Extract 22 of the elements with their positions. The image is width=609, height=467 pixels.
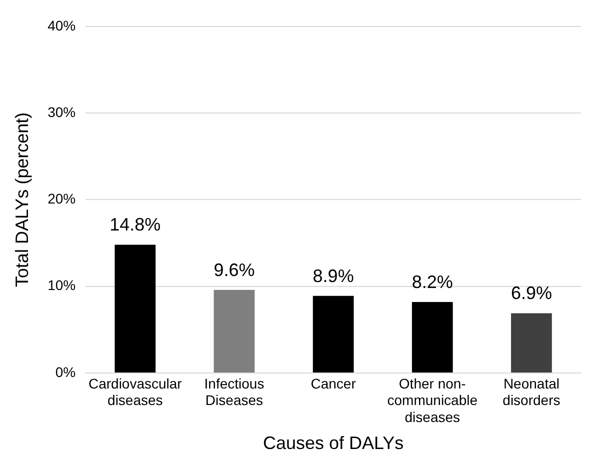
bar	[412, 302, 453, 372]
x-tick-label: Infectious Diseases	[204, 375, 264, 408]
data-label: 8.2%	[412, 272, 453, 292]
bar	[511, 313, 552, 372]
y-axis-title: Total DALYs (percent)	[12, 112, 32, 288]
bar	[114, 244, 156, 372]
x-tick-label: Cardiovascular diseases	[88, 375, 182, 408]
data-label: 8.9%	[312, 266, 354, 286]
x-tick-label: Neonatal disorders	[502, 375, 560, 408]
y-tick-label: 40%	[48, 17, 76, 34]
x-tick-label: Cancer	[310, 375, 356, 392]
data-label: 9.6%	[214, 260, 255, 280]
x-tick-label: Other non-communicable diseases	[387, 375, 478, 425]
bar	[312, 296, 354, 372]
y-tick-label: 0%	[55, 364, 76, 380]
y-tick-label: 30%	[48, 104, 76, 120]
y-tick-label: 10%	[48, 277, 76, 294]
data-label: 6.9%	[510, 283, 552, 304]
x-axis-title: Causes of DALYs	[262, 433, 404, 454]
y-tick-label: 20%	[48, 190, 76, 207]
bar	[214, 290, 255, 372]
data-label: 14.8%	[110, 214, 161, 235]
